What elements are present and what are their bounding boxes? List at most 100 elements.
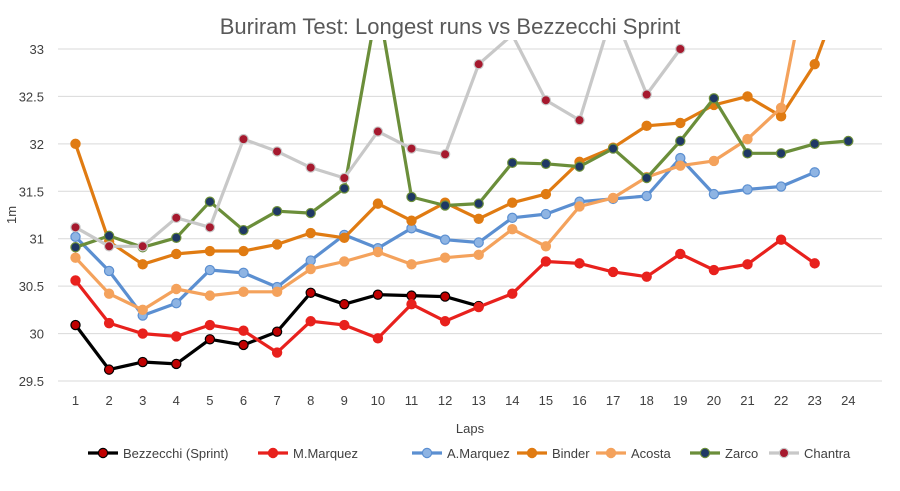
legend-label: A.Marquez <box>447 446 510 461</box>
y-tick-label: 32 <box>30 137 44 152</box>
data-point <box>70 222 81 233</box>
data-point <box>439 291 451 302</box>
data-point <box>775 234 787 245</box>
legend-swatch-marker <box>267 447 279 459</box>
data-point <box>439 252 451 263</box>
data-point <box>70 275 81 286</box>
y-tick-label: 30 <box>30 327 44 342</box>
data-point <box>339 172 350 184</box>
data-point <box>103 364 115 375</box>
data-point <box>742 259 753 270</box>
data-point <box>137 304 148 316</box>
data-point <box>439 200 451 211</box>
data-point <box>103 288 115 299</box>
data-point <box>742 91 753 102</box>
data-point <box>271 286 283 298</box>
series-2 <box>70 152 820 321</box>
data-point <box>473 213 484 224</box>
data-point <box>372 246 384 258</box>
data-point <box>439 149 451 160</box>
data-point <box>171 298 182 309</box>
data-point <box>708 188 720 200</box>
data-point <box>171 232 182 243</box>
data-point <box>675 135 686 147</box>
data-point <box>607 266 619 278</box>
x-tick-label: 16 <box>572 393 586 408</box>
legend-label: Bezzecchi (Sprint) <box>123 446 228 461</box>
data-point <box>406 191 417 203</box>
chart-title: Buriram Test: Longest runs vs Bezzecchi … <box>220 14 681 39</box>
data-point <box>238 339 249 351</box>
x-tick-label: 11 <box>405 393 419 408</box>
x-tick-label: 4 <box>173 393 180 408</box>
data-point <box>641 172 652 184</box>
legend-swatch-marker <box>97 447 109 459</box>
data-point <box>507 157 518 169</box>
data-point <box>406 298 417 310</box>
data-point <box>204 334 216 345</box>
data-point <box>641 89 652 100</box>
data-point <box>775 102 787 114</box>
legend-label: Binder <box>552 446 590 461</box>
data-point <box>171 212 182 224</box>
series-group <box>70 40 854 375</box>
data-point <box>540 208 552 220</box>
data-point <box>742 148 753 159</box>
data-point <box>70 319 81 331</box>
data-point <box>238 224 249 236</box>
data-point <box>305 263 316 275</box>
data-point <box>70 242 81 253</box>
data-point <box>439 234 451 245</box>
x-tick-label: 8 <box>307 393 314 408</box>
data-point <box>809 167 820 178</box>
data-point <box>305 255 316 266</box>
series-0 <box>70 287 484 375</box>
y-tick-label: 29.5 <box>19 374 44 389</box>
data-point <box>137 356 148 368</box>
data-point <box>271 326 283 337</box>
data-point <box>238 245 249 257</box>
legend-item: Chantra <box>769 446 851 461</box>
data-point <box>137 328 148 339</box>
x-tick-label: 6 <box>240 393 247 408</box>
x-tick-label: 17 <box>606 393 620 408</box>
data-point <box>271 239 283 250</box>
x-tick-label: 20 <box>707 393 721 408</box>
data-point <box>675 160 686 171</box>
data-point <box>641 271 652 282</box>
data-point <box>305 162 316 173</box>
data-point <box>473 58 484 70</box>
data-point <box>540 158 552 169</box>
data-point <box>675 248 686 260</box>
data-point <box>574 258 585 269</box>
data-point <box>473 249 484 261</box>
series-1 <box>70 234 820 358</box>
data-point <box>238 267 249 279</box>
legend-item: Bezzecchi (Sprint) <box>88 446 228 461</box>
data-point <box>574 114 585 126</box>
legend-label: Acosta <box>631 446 672 461</box>
data-point <box>305 316 316 327</box>
x-tick-label: 5 <box>206 393 213 408</box>
data-point <box>406 259 417 270</box>
data-point <box>339 256 350 267</box>
data-point <box>473 301 484 313</box>
data-point <box>137 241 148 252</box>
legend-item: Zarco <box>690 446 758 461</box>
data-point <box>204 319 216 331</box>
data-point <box>271 146 283 157</box>
x-tick-label: 12 <box>438 393 452 408</box>
x-tick-label: 21 <box>740 393 754 408</box>
data-point <box>574 201 585 212</box>
data-point <box>775 181 787 192</box>
x-tick-label: 10 <box>371 393 385 408</box>
data-point <box>641 120 652 132</box>
y-axis-label: 1m <box>4 206 19 224</box>
data-point <box>708 93 720 104</box>
x-tick-label: 18 <box>639 393 653 408</box>
data-point <box>238 286 249 298</box>
data-point <box>809 258 820 269</box>
data-point <box>204 290 216 301</box>
data-point <box>70 138 81 150</box>
